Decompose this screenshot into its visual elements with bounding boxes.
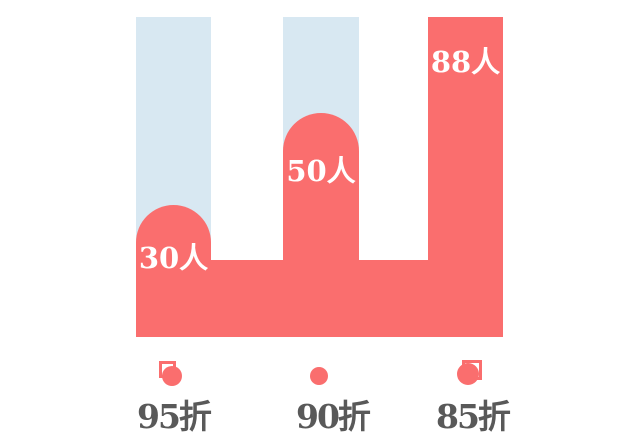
bar-value-label: 50人 [286,154,356,188]
bar-value-label: 30人 [138,241,209,275]
bar-value-label: 88人 [430,45,501,79]
tier-label: 95折 [137,397,212,436]
bar-50-people [283,113,359,337]
bar-30-people [136,205,211,337]
legend-dot-icon [162,366,182,386]
bar-88-people [428,17,503,337]
legend-dot-icon [457,363,479,385]
tier-label: 85折 [436,397,511,436]
legend-dot-icon [310,367,328,385]
tier-label: 90折 [296,397,371,436]
